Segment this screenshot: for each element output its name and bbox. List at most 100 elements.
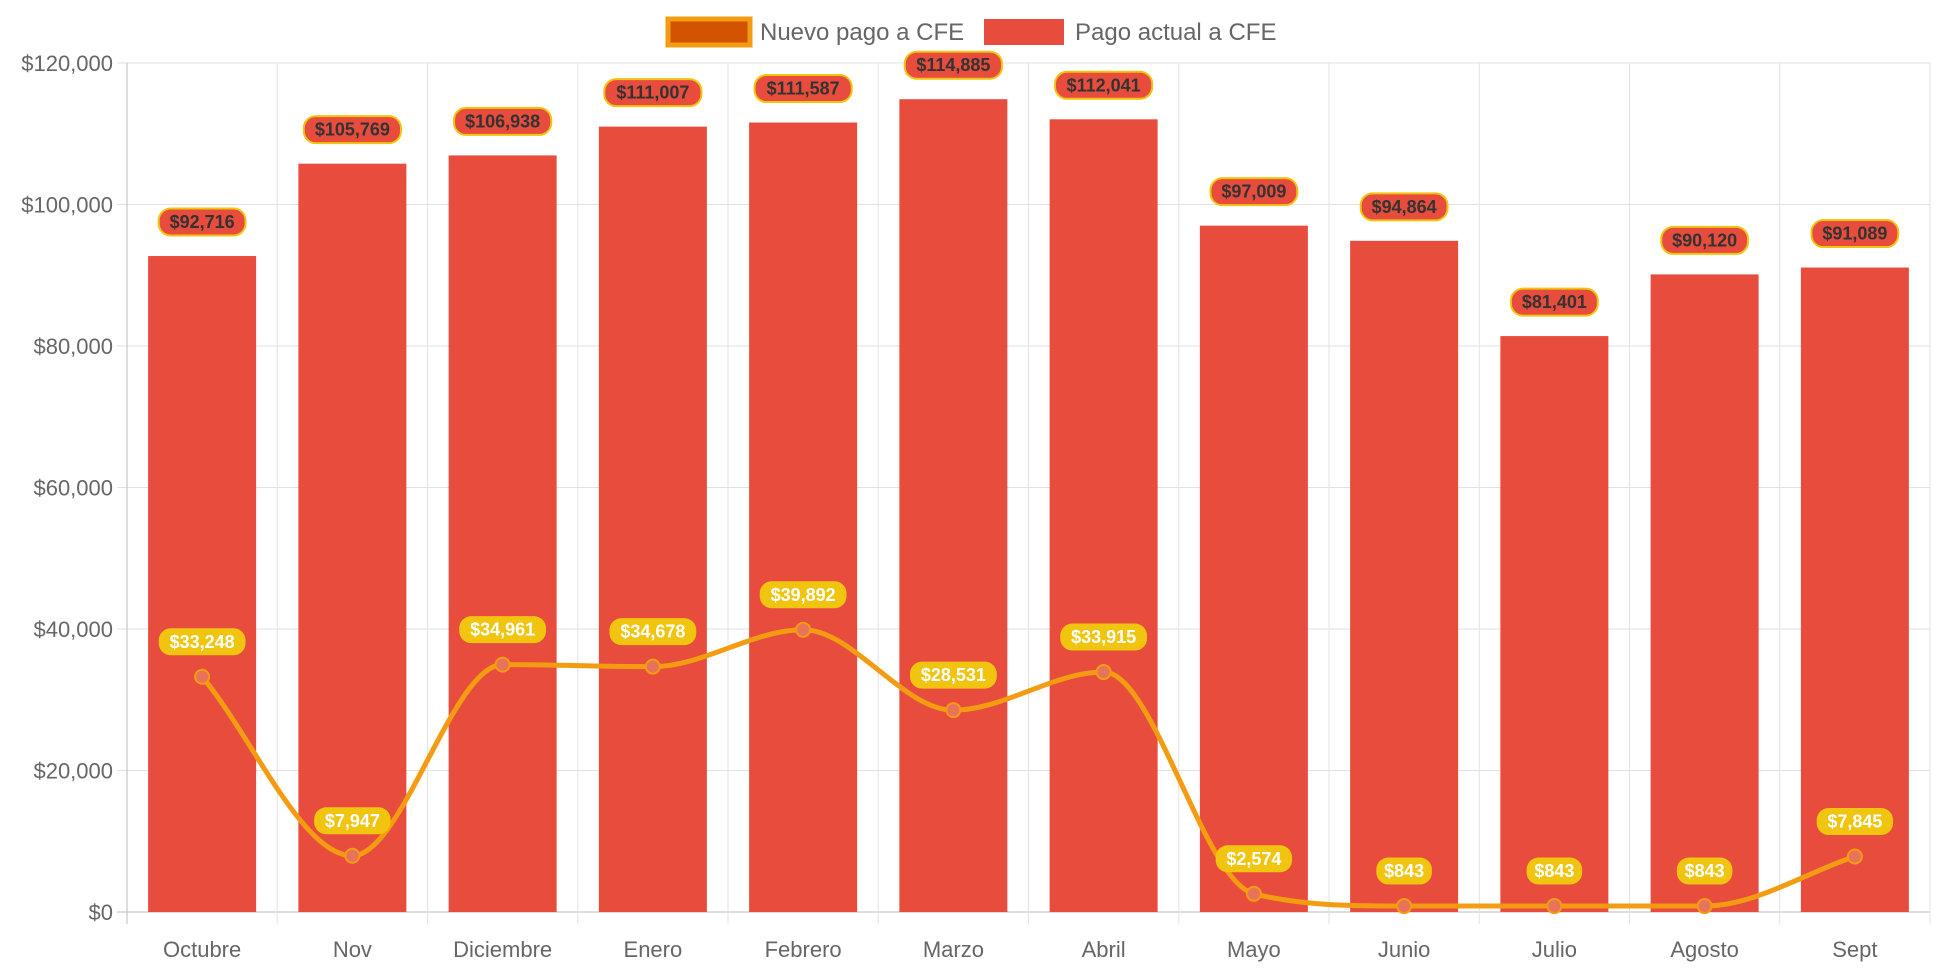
y-tick-label: $100,000	[21, 193, 113, 218]
bar-label-mayo: $97,009	[1209, 177, 1299, 207]
bar-febrero[interactable]	[749, 122, 858, 912]
data-label-text: $34,678	[620, 622, 685, 642]
bar-series-pago-actual	[148, 99, 1909, 913]
y-axis: $0 $20,000 $40,000 $60,000 $80,000 $100,000 $1…	[21, 51, 113, 925]
data-label-bg	[903, 50, 1003, 80]
line-label-sept: $7,845	[1816, 807, 1894, 835]
x-tick-label: Junio	[1378, 937, 1431, 962]
data-label-bg	[609, 618, 697, 646]
y-tick-label: $20,000	[33, 759, 113, 784]
data-label-bg	[1359, 192, 1449, 222]
data-label-bg	[157, 207, 247, 237]
bar-nov[interactable]	[298, 163, 407, 912]
data-label-text: $90,120	[1672, 230, 1737, 250]
bar-label-octubre: $92,716	[157, 207, 247, 237]
data-label-bg	[909, 661, 997, 689]
bar-junio[interactable]	[1350, 240, 1459, 912]
legend-item-pago-actual[interactable]: Pago actual a CFE	[984, 19, 1276, 46]
bar-marzo[interactable]	[899, 99, 1008, 913]
legend-label-pago-actual: Pago actual a CFE	[1075, 19, 1276, 46]
line-point-mayo[interactable]	[1245, 885, 1262, 902]
data-label-text: $7,845	[1827, 811, 1882, 831]
line-label-abril: $33,915	[1060, 623, 1148, 651]
bar-label-nov: $105,769	[302, 115, 402, 145]
data-label-text: $843	[1534, 861, 1574, 881]
data-label-bg	[753, 74, 853, 104]
line-point-agosto[interactable]	[1696, 898, 1713, 915]
line-series-nuevo-pago	[194, 621, 1863, 915]
data-label-text: $2,574	[1226, 849, 1281, 869]
line-point-abril[interactable]	[1095, 664, 1112, 681]
bar-label-marzo: $114,885	[903, 50, 1003, 80]
x-tick-label: Mayo	[1227, 937, 1281, 962]
data-label-bg	[314, 807, 391, 835]
data-label-bg	[759, 581, 847, 609]
bar-label-sept: $91,089	[1810, 219, 1900, 249]
data-label-bg	[1810, 219, 1900, 249]
line-label-nov: $7,947	[314, 807, 391, 835]
bar-abril[interactable]	[1049, 119, 1158, 912]
line-point-diciembre[interactable]	[494, 656, 511, 673]
x-tick-label: Sept	[1832, 937, 1877, 962]
x-tick-label: Marzo	[923, 937, 984, 962]
data-label-text: $91,089	[1822, 224, 1887, 244]
line-label-junio: $843	[1376, 857, 1432, 885]
x-tick-label: Julio	[1532, 937, 1577, 962]
data-label-bg	[603, 78, 703, 108]
data-label-text: $94,864	[1372, 197, 1437, 217]
line-point-julio[interactable]	[1546, 898, 1563, 915]
line-point-octubre[interactable]	[194, 668, 211, 685]
data-label-bg	[1209, 177, 1299, 207]
bar-label-abril: $112,041	[1054, 70, 1154, 100]
bar-agosto[interactable]	[1650, 274, 1759, 912]
bar-mayo[interactable]	[1199, 225, 1308, 913]
bar-julio[interactable]	[1500, 336, 1609, 913]
y-tick-label: $0	[89, 900, 113, 925]
line-point-febrero[interactable]	[795, 621, 812, 638]
data-label-text: $33,915	[1071, 627, 1136, 647]
data-label-bg	[1376, 857, 1432, 885]
line-label-mayo: $2,574	[1215, 845, 1293, 873]
line-point-nov[interactable]	[344, 847, 361, 864]
bar-label-julio: $81,401	[1509, 287, 1599, 317]
bar-diciembre[interactable]	[448, 155, 557, 913]
line-point-marzo[interactable]	[945, 702, 962, 719]
x-tick-label: Agosto	[1670, 937, 1739, 962]
x-tick-label: Diciembre	[453, 937, 552, 962]
data-label-text: $33,248	[170, 632, 235, 652]
line-label-febrero: $39,892	[759, 581, 847, 609]
data-label-text: $81,401	[1522, 292, 1587, 312]
data-label-bg	[1816, 807, 1894, 835]
bar-octubre[interactable]	[148, 256, 257, 912]
data-label-bg	[1660, 225, 1750, 255]
data-label-text: $843	[1685, 861, 1725, 881]
grid	[117, 62, 1931, 924]
legend-item-nuevo-pago[interactable]: Nuevo pago a CFE	[665, 16, 964, 48]
x-tick-label: Febrero	[765, 937, 842, 962]
line-point-sept[interactable]	[1846, 848, 1863, 865]
legend-swatch-nuevo-pago	[665, 16, 753, 48]
data-label-bg	[1676, 857, 1733, 885]
y-tick-label: $60,000	[33, 476, 113, 501]
data-label-text: $112,041	[1067, 75, 1141, 95]
bar-label-febrero: $111,587	[753, 74, 853, 104]
line-point-junio[interactable]	[1396, 898, 1413, 915]
y-tick-label: $40,000	[33, 617, 113, 642]
bar-label-junio: $94,864	[1359, 192, 1449, 222]
line-label-julio: $843	[1526, 857, 1583, 885]
line-point-enero[interactable]	[644, 658, 661, 675]
data-label-text: $7,947	[325, 811, 380, 831]
y-tick-label: $120,000	[21, 51, 113, 76]
data-label-bg	[302, 115, 402, 145]
line-label-diciembre: $34,961	[459, 616, 547, 644]
line-label-octubre: $33,248	[158, 628, 246, 656]
data-label-text: $843	[1384, 861, 1424, 881]
data-label-bg	[1215, 845, 1293, 873]
data-label-bg	[1054, 70, 1154, 100]
data-label-bg	[459, 616, 547, 644]
bar-enero[interactable]	[598, 126, 707, 912]
x-tick-label: Enero	[624, 937, 683, 962]
data-label-text: $111,587	[767, 79, 840, 99]
bar-sept[interactable]	[1800, 267, 1909, 913]
